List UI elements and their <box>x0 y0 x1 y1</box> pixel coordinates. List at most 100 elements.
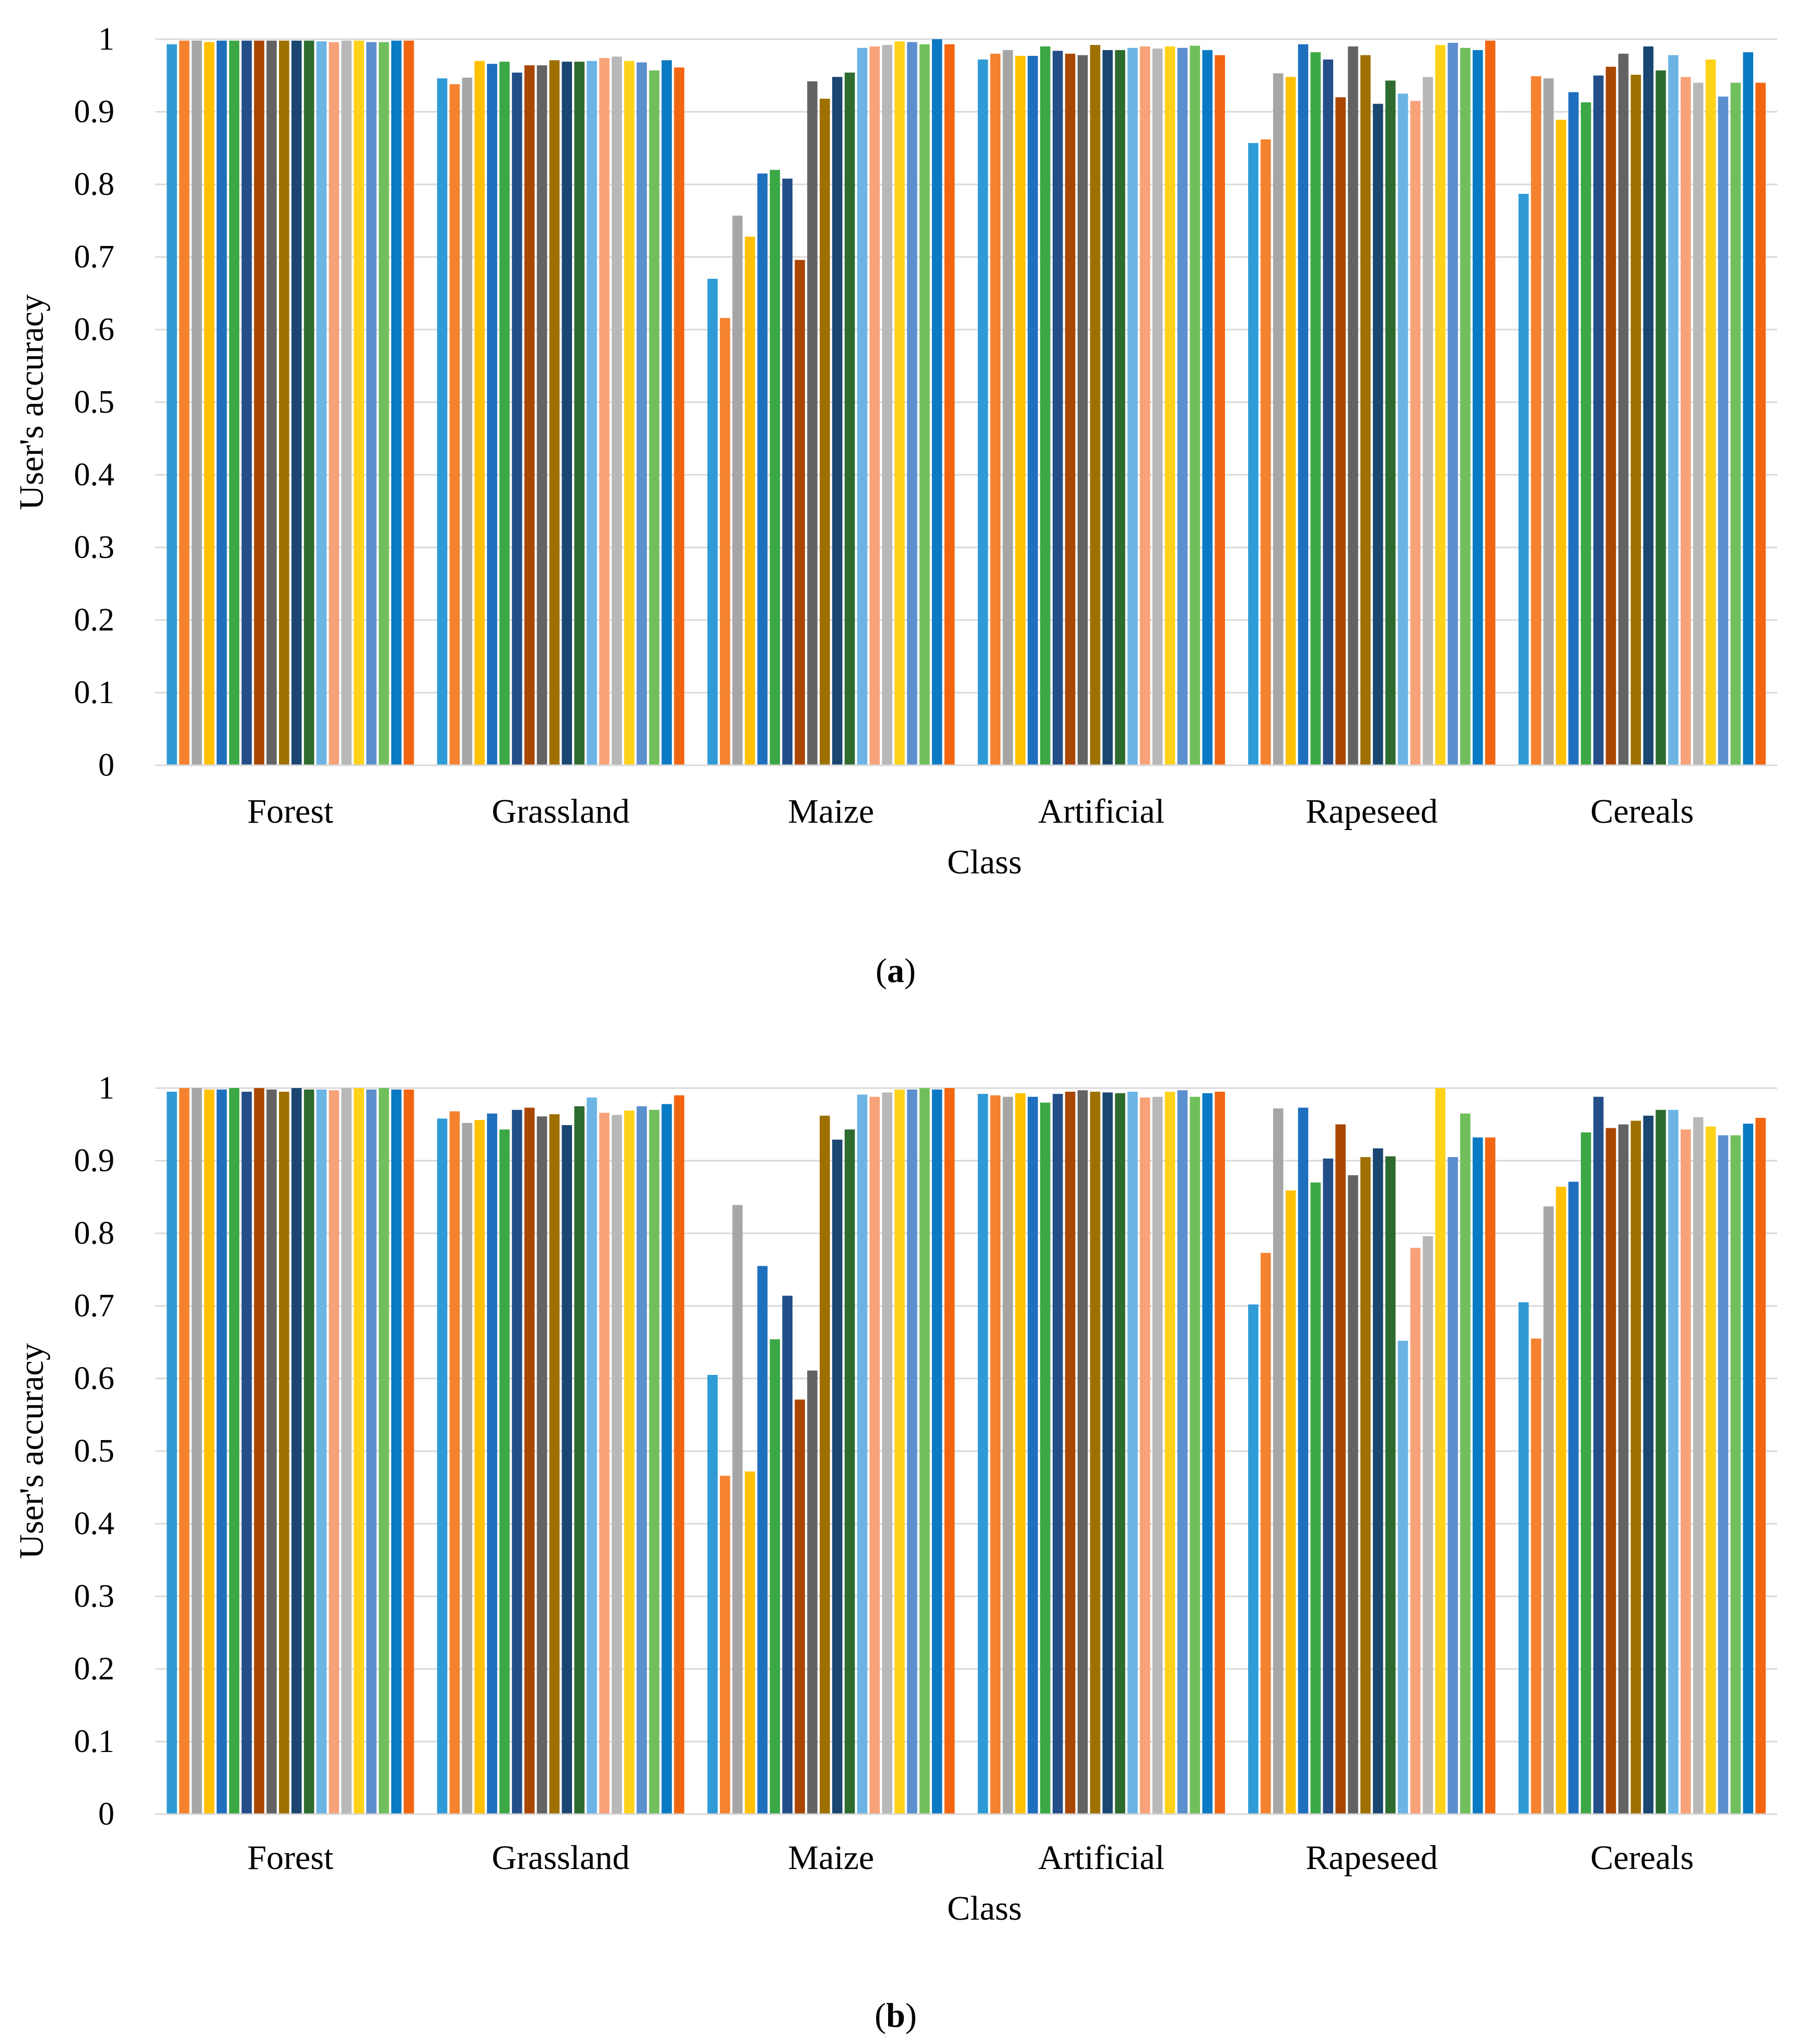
bar <box>1248 143 1259 765</box>
bar <box>216 40 227 765</box>
bar <box>782 178 793 765</box>
bar <box>1755 1117 1766 1814</box>
category-label: Grassland <box>492 1839 630 1877</box>
bar <box>624 61 635 766</box>
bar <box>1348 46 1358 765</box>
bar <box>1385 1156 1396 1814</box>
bar <box>266 40 277 765</box>
bar <box>366 42 377 765</box>
bar <box>1718 1135 1729 1814</box>
bar <box>1360 55 1371 766</box>
bar <box>574 1106 585 1814</box>
bar <box>379 1088 389 1814</box>
bar <box>1090 1091 1101 1814</box>
bar <box>1755 83 1766 765</box>
bar <box>562 62 572 766</box>
bar <box>661 1104 672 1814</box>
bar <box>919 1088 930 1814</box>
bar <box>1581 1132 1591 1814</box>
bar <box>1323 59 1333 765</box>
bar <box>894 1089 905 1814</box>
bar <box>229 40 240 765</box>
bar <box>1485 40 1496 765</box>
bar <box>977 59 988 765</box>
bar <box>229 1088 240 1814</box>
bar <box>1435 45 1446 766</box>
bar <box>1423 1236 1433 1814</box>
y-tick-label: 0.8 <box>74 1216 115 1251</box>
bar <box>204 1089 215 1814</box>
category-label: Rapeseed <box>1306 792 1438 831</box>
bar <box>907 1089 917 1814</box>
bar <box>474 61 485 766</box>
bar <box>674 67 684 766</box>
bar <box>391 40 402 765</box>
bar <box>1605 66 1616 766</box>
bar <box>1643 46 1653 765</box>
bar <box>1190 1096 1201 1814</box>
bar <box>487 1113 497 1814</box>
bar <box>1335 97 1346 766</box>
bar <box>1102 50 1113 766</box>
bar <box>1543 78 1554 765</box>
bar <box>1140 46 1150 765</box>
bar <box>732 1205 743 1814</box>
y-tick-label: 0.2 <box>74 602 115 638</box>
bar <box>403 40 414 765</box>
bar <box>379 42 389 765</box>
bar <box>931 1089 942 1814</box>
bar <box>391 1089 402 1814</box>
bar <box>562 1125 572 1814</box>
y-tick-label: 0.1 <box>74 1724 115 1759</box>
bar <box>1077 55 1088 766</box>
bar <box>1215 55 1225 766</box>
bar <box>1102 1092 1113 1814</box>
bar <box>1190 45 1201 765</box>
bar <box>894 41 905 765</box>
bar <box>770 1339 780 1814</box>
bar <box>820 98 830 766</box>
bar <box>649 1109 660 1814</box>
category-label: Grassland <box>492 792 630 831</box>
y-tick-label: 0.1 <box>74 675 115 710</box>
bar <box>329 42 340 765</box>
y-tick-label: 0.5 <box>74 384 115 420</box>
bar <box>1618 53 1629 765</box>
bar <box>649 70 660 765</box>
bar <box>254 1088 264 1814</box>
bar <box>1335 1124 1346 1814</box>
bar <box>537 65 547 765</box>
bar <box>1518 1302 1529 1814</box>
y-tick-label: 0.3 <box>74 530 115 565</box>
bar <box>807 1370 818 1814</box>
bar <box>304 1089 314 1814</box>
bar <box>1298 44 1309 766</box>
bar <box>1448 1157 1458 1814</box>
category-label: Forest <box>247 1839 333 1877</box>
y-tick-label: 0.4 <box>74 457 115 493</box>
bar <box>266 1089 277 1814</box>
bar <box>1065 53 1076 765</box>
bar <box>1285 1190 1296 1814</box>
bar <box>1618 1124 1629 1814</box>
bar <box>757 173 768 765</box>
y-tick-label: 0.5 <box>74 1433 115 1469</box>
bar <box>291 1088 302 1814</box>
bar <box>1164 46 1175 765</box>
bar <box>857 1094 868 1814</box>
bar <box>1273 73 1284 766</box>
bar <box>1397 94 1408 765</box>
bar <box>587 61 597 766</box>
bar <box>1065 1091 1076 1814</box>
bar <box>977 1094 988 1814</box>
bar <box>820 1115 830 1814</box>
bar <box>1423 77 1433 765</box>
bar <box>857 48 868 765</box>
bar <box>744 237 755 766</box>
bar <box>611 1115 622 1814</box>
bar <box>1681 1129 1691 1814</box>
bar <box>1668 55 1679 766</box>
bar <box>1077 1090 1088 1814</box>
bar <box>537 1116 547 1814</box>
bar <box>636 62 647 766</box>
